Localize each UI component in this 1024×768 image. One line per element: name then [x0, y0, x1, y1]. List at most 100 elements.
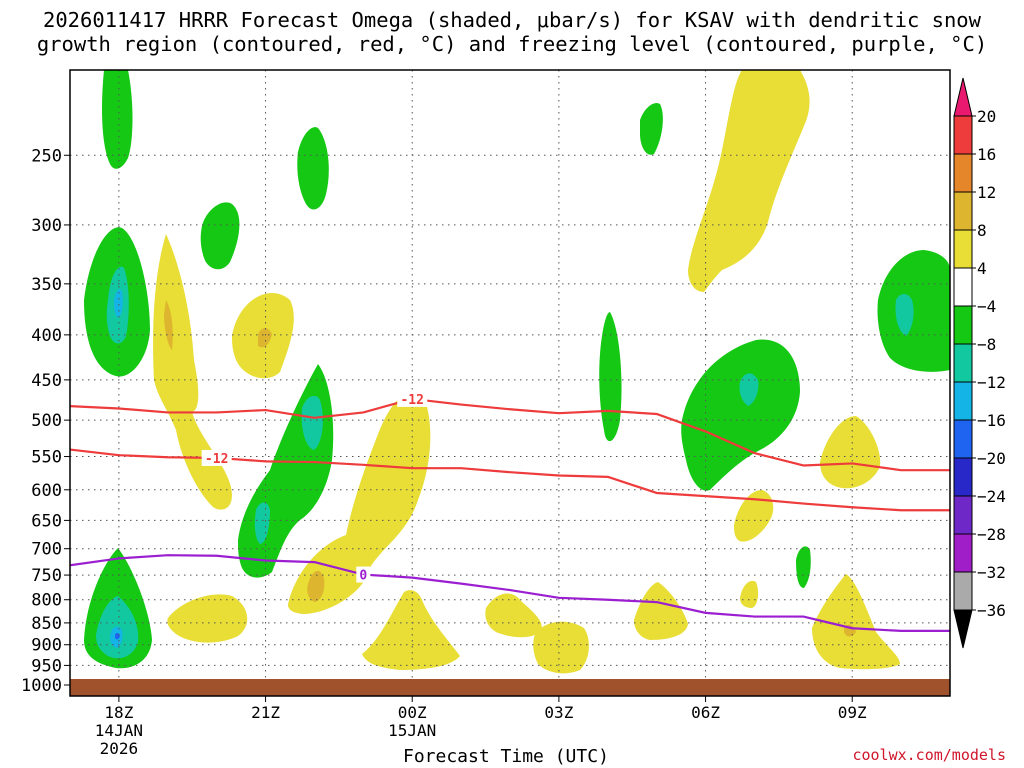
omega-negative-region [681, 339, 800, 491]
y-tick-label: 900 [31, 636, 62, 656]
colorbar-segment [953, 381, 973, 421]
colorbar-label: 4 [977, 259, 987, 278]
colorbar-label: −8 [977, 335, 996, 354]
x-tick-label: 00Z [398, 703, 427, 722]
omega-positive-region [812, 574, 900, 670]
omega-negative-core [254, 502, 270, 544]
y-tick-label: 850 [31, 614, 62, 634]
omega-positive-core [258, 328, 272, 348]
omega-positive-region [485, 593, 542, 638]
contour-label: 0 [359, 569, 367, 584]
omega-negative-region [297, 127, 329, 210]
colorbar-segment [953, 457, 973, 497]
omega-negative-region [877, 250, 950, 372]
plot-background [70, 70, 950, 696]
colorbar-segment [953, 191, 973, 231]
y-tick-label: 650 [31, 511, 62, 531]
omega-positive-region [153, 234, 232, 510]
y-tick-label: 600 [31, 481, 62, 501]
colorbar-top-triangle [953, 77, 973, 117]
contour-label-bg [356, 566, 371, 583]
y-tick-label: 350 [31, 275, 62, 295]
contour-label-bg [397, 390, 428, 407]
colorbar-label: −20 [977, 449, 1006, 468]
watermark: coolwx.com/models [852, 746, 1006, 764]
colorbar-label: −36 [977, 601, 1006, 620]
y-tick-label: 450 [31, 371, 62, 391]
contour-dgz-top [70, 397, 950, 472]
colorbar-label: 8 [977, 221, 987, 240]
gridlines [70, 70, 950, 696]
contour-label: -12 [205, 452, 228, 467]
omega-negative-region [796, 546, 811, 588]
omega-negative-region [599, 312, 622, 442]
x-axis-label: Forecast Time (UTC) [403, 746, 609, 767]
title-line-2: growth region (contoured, red, °C) and f… [36, 32, 988, 56]
chart-title: 2026011417 HRRR Forecast Omega (shaded, … [0, 8, 1024, 56]
y-tick-label: 950 [31, 656, 62, 676]
colorbar-segment [953, 419, 973, 459]
colorbar-label: 12 [977, 183, 996, 202]
x-tick-label: 09Z [838, 703, 867, 722]
colorbar-segment [953, 305, 973, 345]
y-tick-label: 250 [31, 146, 62, 166]
y-tick-label: 400 [31, 326, 62, 346]
colorbar-label: −4 [977, 297, 996, 316]
omega-negative-region [640, 102, 663, 155]
colorbar-label: −24 [977, 487, 1006, 506]
y-tick-label: 550 [31, 448, 62, 468]
omega-positive-region [533, 621, 589, 674]
colorbar-label: −28 [977, 525, 1006, 544]
x-tick-label: 21Z [251, 703, 280, 722]
contour-lines: -12 -12 0 [70, 390, 950, 633]
colorbar-bottom-triangle [953, 609, 973, 649]
colorbar-segment [953, 343, 973, 383]
omega-negative-region [200, 202, 240, 270]
colorbar-segment [953, 115, 973, 155]
omega-negative-core [301, 395, 323, 450]
omega-negative-core [895, 294, 914, 336]
x-tick-label: 03Z [544, 703, 573, 722]
omega-negative-core [114, 289, 123, 318]
omega-negative-core [739, 373, 759, 406]
y-tick-label: 500 [31, 411, 62, 431]
ground-surface [70, 679, 950, 696]
omega-positive-region [820, 416, 881, 489]
omega-positive-region [688, 70, 810, 292]
colorbar-segment [953, 495, 973, 535]
colorbar-segment [953, 571, 973, 611]
omega-positive-region [362, 590, 460, 670]
y-tick-label: 750 [31, 566, 62, 586]
x-tick-date: 15JAN [388, 721, 436, 740]
colorbar-segment [953, 267, 973, 307]
colorbar-segment [953, 533, 973, 573]
x-tick-label: 18Z [104, 703, 133, 722]
colorbar-segment [953, 153, 973, 193]
y-tick-label: 300 [31, 216, 62, 236]
omega-positive-region [734, 490, 774, 542]
omega-positive-core [164, 300, 173, 350]
omega-positive-region [167, 594, 248, 643]
contour-label-bg [201, 449, 232, 466]
title-line-1: 2026011417 HRRR Forecast Omega (shaded, … [43, 8, 981, 32]
y-tick-label: 700 [31, 540, 62, 560]
x-tick-year: 2026 [100, 739, 139, 758]
omega-positive-region [740, 580, 759, 608]
colorbar-segment [953, 229, 973, 269]
colorbar-label: −32 [977, 563, 1006, 582]
omega-positive-core [307, 570, 325, 602]
y-axis: 2503003504004505005506006507007508008509… [21, 146, 70, 696]
omega-shading [84, 70, 950, 674]
colorbar-label: −12 [977, 373, 1006, 392]
contour-freezing-level [70, 554, 950, 633]
omega-positive-region [288, 393, 431, 614]
plot-frame [69, 69, 951, 697]
colorbar-label: 20 [977, 107, 996, 126]
omega-negative-region [102, 70, 133, 169]
colorbar: 20 16 12 8 4 −4 −8 −12 −16 −20 −24 −28 −32 −36 [953, 77, 1006, 649]
colorbar-label: −16 [977, 411, 1006, 430]
contour-label: -12 [400, 393, 423, 408]
x-tick-label: 06Z [691, 703, 720, 722]
